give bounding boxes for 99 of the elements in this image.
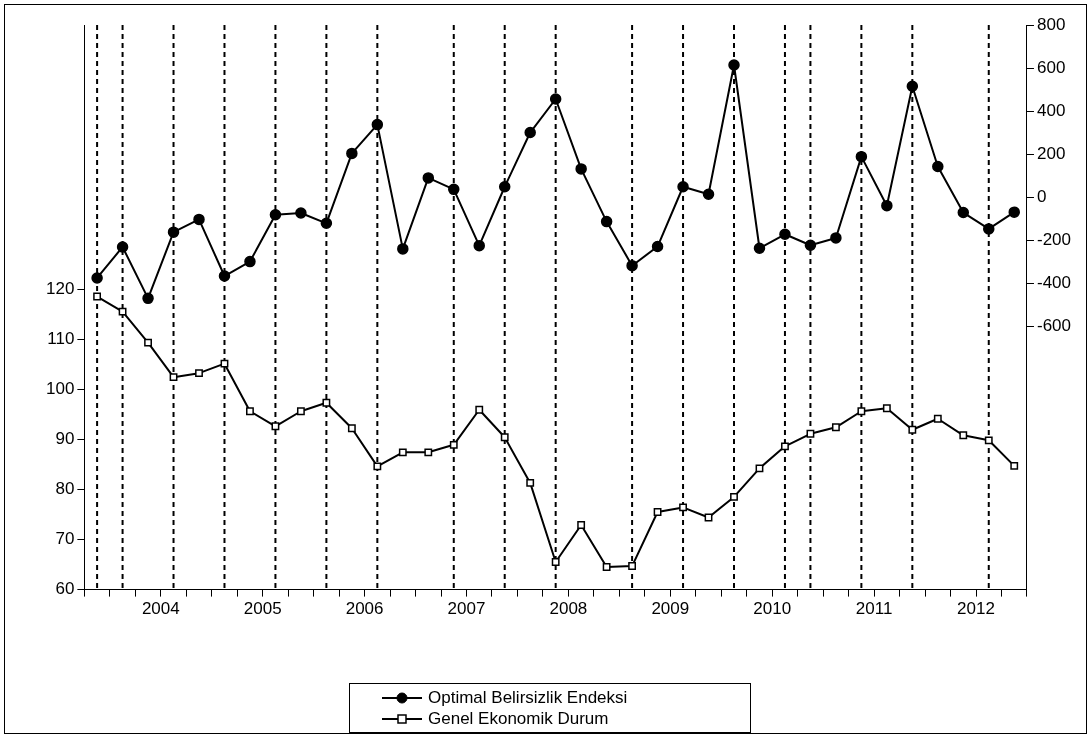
point	[959, 431, 968, 440]
y2-tick-label: -400	[1036, 272, 1072, 292]
point	[398, 448, 407, 457]
point	[984, 436, 993, 445]
y-tick-label: 120	[45, 278, 75, 298]
legend-label: Optimal Belirsizlik Endeksi	[428, 687, 628, 708]
point	[169, 373, 178, 382]
point	[600, 215, 613, 228]
point	[753, 242, 766, 255]
point	[195, 369, 203, 378]
point	[142, 292, 154, 305]
y2-tick-label: 600	[1036, 57, 1066, 77]
y2-tick-label: 200	[1036, 143, 1066, 163]
y2-tick-label: 800	[1036, 14, 1066, 34]
y2-tick-label: -200	[1036, 229, 1072, 249]
point	[346, 147, 358, 160]
y-tick-label: 90	[55, 428, 75, 448]
y-tick-label: 80	[55, 479, 75, 499]
point	[498, 180, 511, 193]
point	[244, 255, 256, 268]
point	[881, 199, 893, 212]
y-tick-label: 70	[55, 529, 75, 549]
x-tick-label: 2012	[957, 599, 995, 619]
y2-tick-label: 0	[1036, 186, 1047, 206]
point	[322, 398, 331, 407]
point	[575, 163, 587, 175]
point	[1008, 206, 1020, 218]
x-tick-label: 2008	[549, 599, 588, 619]
point	[602, 563, 611, 571]
point	[93, 292, 102, 301]
point	[806, 429, 815, 438]
legend-label: Genel Ekonomik Durum	[428, 708, 609, 729]
point	[679, 503, 687, 512]
point	[1010, 461, 1019, 470]
point	[906, 80, 919, 93]
point	[371, 118, 384, 131]
point	[347, 424, 356, 433]
point	[549, 93, 562, 105]
point	[551, 558, 560, 566]
point	[677, 180, 689, 193]
point	[702, 188, 715, 201]
point	[728, 59, 740, 71]
point	[271, 422, 280, 431]
point	[424, 448, 433, 457]
point	[908, 425, 917, 434]
point	[932, 160, 944, 173]
point	[524, 126, 536, 139]
y-tick-label: 110	[47, 328, 75, 348]
point	[295, 207, 307, 219]
x-tick-label: 2005	[243, 599, 282, 619]
x-tick-label: 2004	[141, 599, 180, 619]
point	[526, 478, 535, 487]
point	[779, 228, 791, 241]
point	[118, 307, 127, 316]
point	[500, 433, 509, 442]
point	[373, 462, 382, 471]
point	[422, 172, 435, 184]
point	[397, 243, 409, 255]
point	[449, 440, 458, 449]
point	[220, 359, 229, 368]
x-tick-label: 2010	[753, 599, 792, 619]
point	[218, 270, 231, 282]
point	[320, 217, 333, 230]
point	[193, 213, 205, 226]
point	[831, 423, 840, 432]
y-tick-label: 100	[45, 378, 75, 398]
point	[755, 464, 764, 473]
point	[91, 272, 103, 284]
point	[144, 338, 152, 347]
point	[246, 407, 254, 416]
x-tick-label: 2009	[651, 599, 690, 619]
point	[167, 226, 180, 238]
point	[653, 508, 662, 516]
point	[116, 241, 129, 253]
point	[448, 183, 460, 196]
point	[855, 150, 868, 163]
point	[804, 239, 817, 251]
point	[475, 405, 484, 414]
point	[781, 442, 789, 451]
y2-tick-label: -600	[1036, 315, 1072, 335]
y-tick-label: 60	[55, 579, 75, 599]
point	[651, 240, 664, 253]
point	[626, 259, 638, 272]
point	[957, 206, 970, 219]
x-tick-label: 2011	[855, 599, 893, 619]
point	[628, 562, 637, 570]
x-tick-label: 2007	[447, 599, 486, 619]
point	[882, 404, 891, 413]
point	[730, 492, 738, 501]
x-tick-label: 2006	[345, 599, 384, 619]
point	[857, 407, 866, 416]
point	[983, 223, 995, 235]
point	[296, 407, 305, 416]
y2-tick-label: 400	[1036, 100, 1066, 120]
point	[473, 239, 485, 252]
point	[933, 414, 942, 423]
point	[577, 521, 586, 529]
point	[269, 208, 282, 221]
point	[830, 232, 842, 244]
